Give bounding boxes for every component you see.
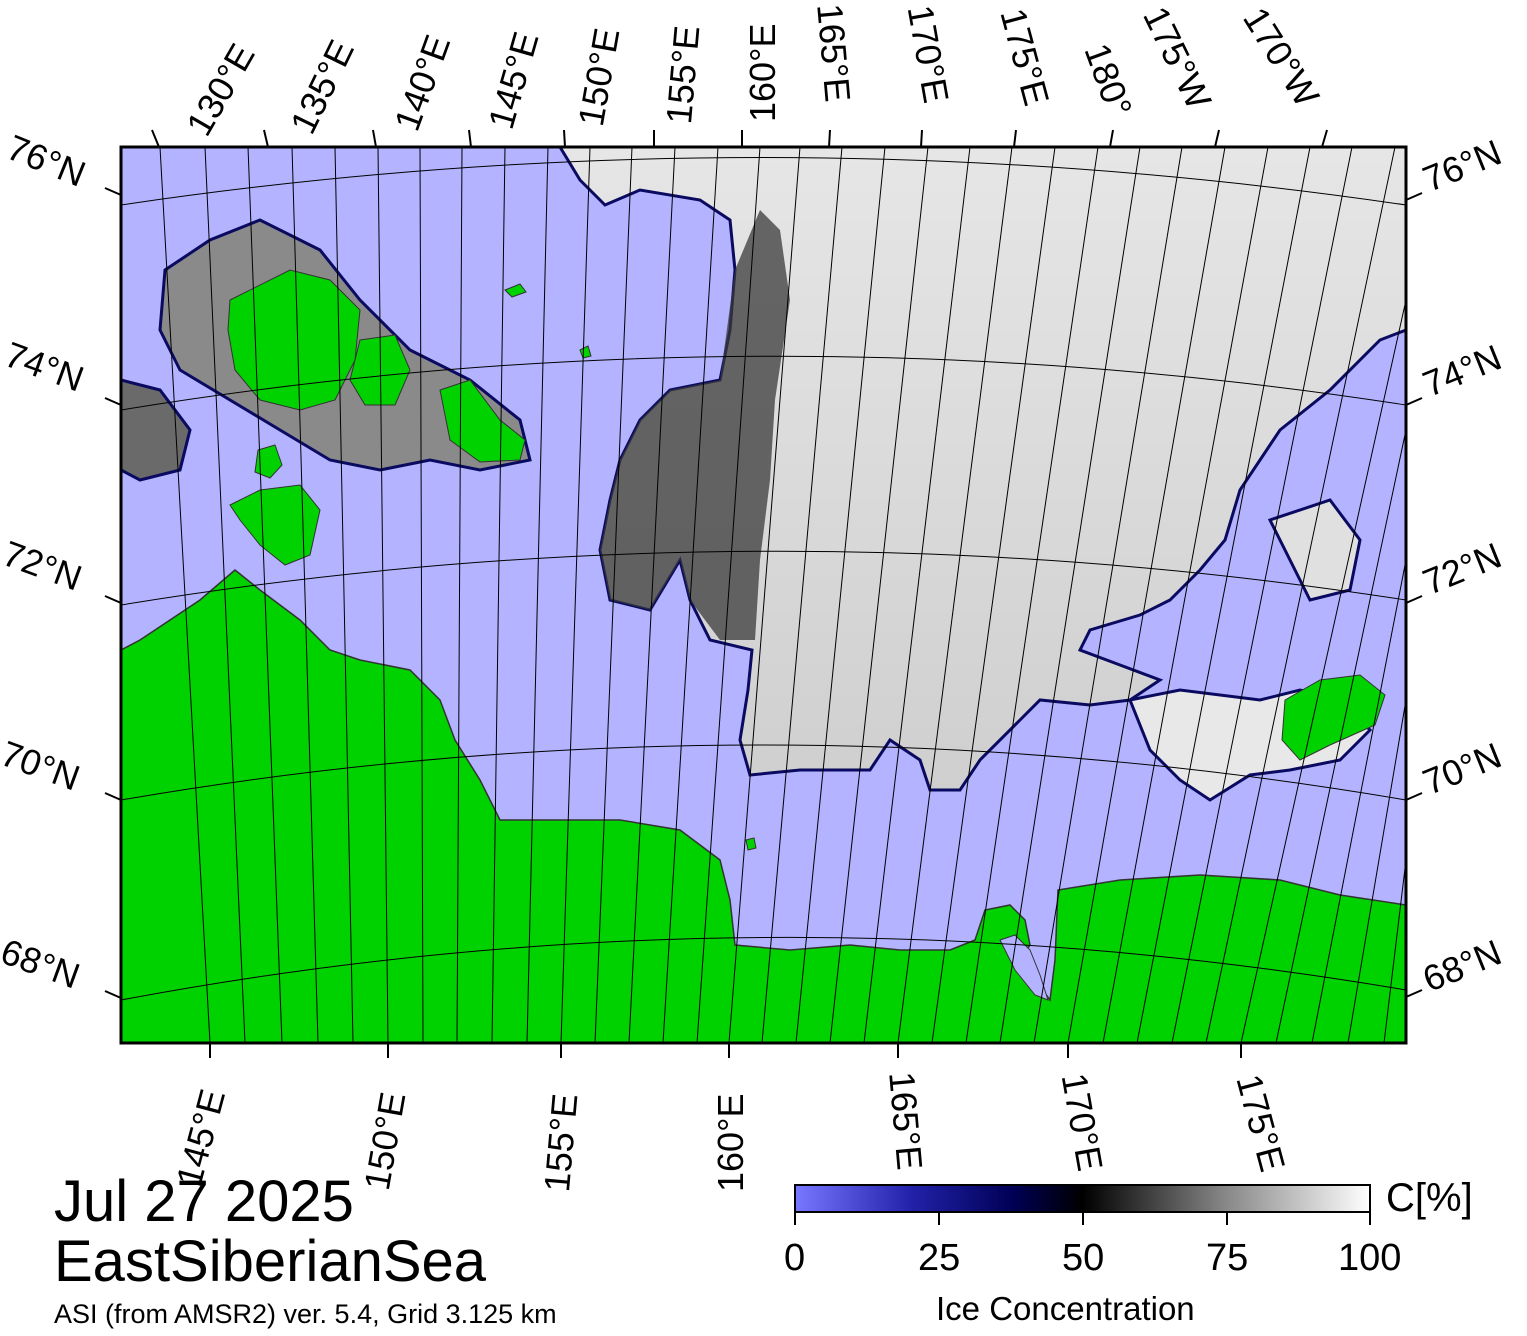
lon-label-bottom-160e: 160°E <box>710 1093 751 1192</box>
lon-label-top-165e: 165°E <box>809 2 859 104</box>
sea-ice-dense-zone <box>600 210 790 640</box>
colorbar <box>794 1184 1371 1213</box>
island-bear <box>745 837 757 851</box>
lon-label-top-155e: 155°E <box>658 23 708 126</box>
colorbar-tick-0: 0 <box>784 1237 806 1279</box>
data-source: ASI (from AMSR2) ver. 5.4, Grid 3.125 km <box>54 1299 557 1329</box>
island-bolshoy-lyakhovsky <box>229 484 321 566</box>
colorbar-tick-25: 25 <box>918 1237 961 1279</box>
island-new-siberia <box>439 379 526 463</box>
island-jeannette <box>504 283 527 298</box>
lon-label-bottom-165e: 165°E <box>881 1070 931 1172</box>
island-wrangel <box>1281 674 1386 761</box>
map-area <box>121 147 1406 1043</box>
colorbar-title: Ice Concentration <box>936 1290 1195 1327</box>
lon-label-top-160e: 160°E <box>742 23 783 122</box>
map-frame <box>119 145 1408 1045</box>
map-date: Jul 27 2025 <box>54 1169 354 1234</box>
island-kotelny <box>227 269 361 411</box>
map-region: EastSiberianSea <box>54 1229 487 1294</box>
sea-ice-floe-east <box>1267 498 1362 602</box>
sea-ice-west <box>121 378 192 482</box>
colorbar-tick-100: 100 <box>1338 1237 1402 1279</box>
chaun-bay <box>999 934 1049 1001</box>
frame-ticks <box>104 129 1423 1058</box>
island-henrietta <box>579 345 592 359</box>
island-small-lyakhovsky <box>254 444 283 479</box>
colorbar-tick-50: 50 <box>1062 1237 1105 1279</box>
colorbar-ticks <box>794 1212 1371 1225</box>
lon-label-bottom-155e: 155°E <box>536 1091 586 1194</box>
graticule <box>121 147 1406 1043</box>
colorbar-unit: C[%] <box>1386 1176 1473 1220</box>
colorbar-tick-75: 75 <box>1206 1237 1249 1279</box>
